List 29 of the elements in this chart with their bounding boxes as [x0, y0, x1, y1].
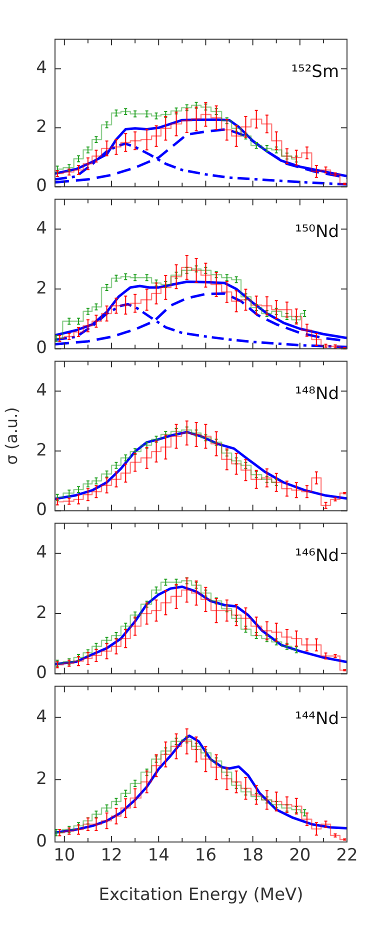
y-tick-label: 2 — [36, 117, 47, 138]
x-tick-label: 14 — [148, 846, 170, 866]
annotation: ¹⁴⁴Nd — [295, 709, 339, 730]
y-tick-label: 4 — [36, 58, 47, 78]
x-tick-label: 10 — [54, 846, 76, 866]
x-axis-title: Excitation Energy (MeV) — [98, 885, 304, 906]
y-tick-label: 4 — [36, 542, 47, 563]
y-tick-label: 2 — [36, 769, 47, 790]
y-tick-label: 4 — [36, 380, 47, 401]
annotation: ¹⁵⁰Nd — [295, 222, 339, 242]
y-tick-label: 0 — [36, 500, 47, 520]
y-tick-label: 4 — [36, 706, 47, 727]
y-tick-label: 2 — [36, 602, 47, 623]
y-tick-label: 4 — [36, 218, 47, 239]
y-tick-label: 0 — [36, 663, 47, 684]
y-tick-label: 0 — [36, 831, 47, 852]
y-tick-label: 2 — [36, 278, 47, 298]
annotation: ¹⁴⁸Nd — [295, 384, 339, 404]
y-tick-label: 2 — [36, 440, 47, 460]
x-tick-label: 12 — [100, 846, 122, 866]
y-tick-label: 0 — [36, 338, 47, 358]
x-tick-label: 22 — [336, 846, 358, 866]
x-tick-label: 20 — [289, 846, 311, 866]
x-tick-label: 18 — [242, 846, 264, 866]
annotation: ¹⁵²Sm — [291, 62, 339, 82]
x-tick-label: 16 — [194, 846, 217, 866]
y-axis-title: σ (a.u.) — [2, 407, 22, 465]
annotation: ¹⁴⁶Nd — [295, 546, 339, 566]
y-tick-label: 0 — [36, 176, 47, 196]
